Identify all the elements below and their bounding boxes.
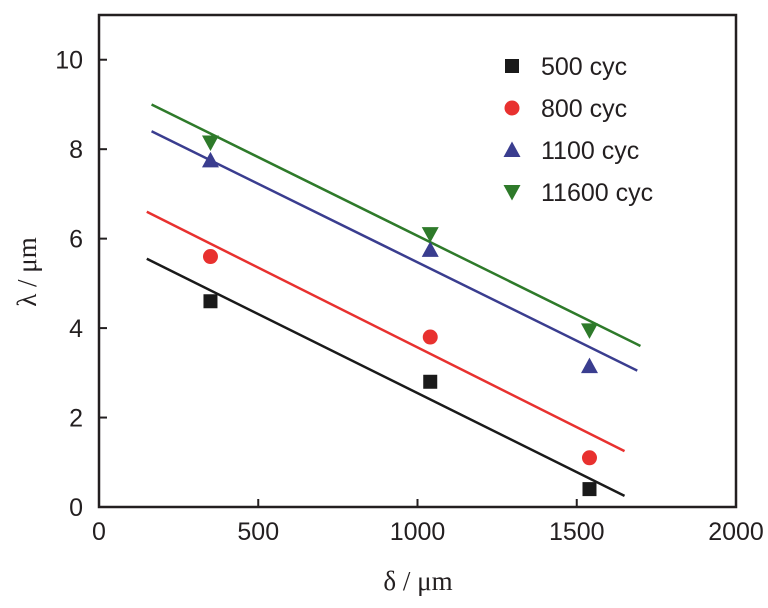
data-point-s2-1 [202, 249, 218, 265]
data-point-s2-3 [581, 450, 597, 466]
y-tick-label: 10 [55, 47, 83, 75]
x-tick-label: 1000 [390, 518, 446, 546]
y-axis-label: λ / μm [12, 237, 42, 307]
x-axis-label: δ / μm [383, 566, 452, 596]
legend: 500 cyc 800 cyc 1100 cyc 11600 cyc [503, 53, 653, 207]
y-tick-label: 4 [69, 315, 83, 343]
data-point-s4-2 [421, 227, 439, 243]
data-point-s4-1 [201, 135, 219, 151]
x-tick-label: 500 [237, 518, 279, 546]
data-points [201, 135, 598, 497]
fit-lines [146, 103, 642, 497]
y-tick-label: 2 [69, 405, 83, 433]
data-point-s2-2 [422, 329, 438, 345]
fit-line-4 [150, 103, 642, 348]
y-tick-label: 0 [69, 494, 83, 522]
legend-marker-1 [505, 59, 519, 73]
data-point-s1-3 [582, 482, 597, 497]
legend-marker-2 [504, 100, 520, 116]
fit-line-2 [146, 210, 626, 453]
data-point-s3-1 [201, 151, 219, 168]
data-point-s3-2 [421, 241, 439, 257]
fit-line-1 [146, 257, 626, 497]
data-point-s4-3 [580, 323, 598, 339]
data-point-s1-2 [423, 374, 438, 389]
legend-marker-3 [503, 141, 521, 157]
x-tick-label: 0 [92, 518, 106, 546]
axis-ticks: 0 500 1000 1500 2000 0 2 4 6 8 10 [55, 47, 764, 546]
legend-label-4: 11600 cyc [541, 179, 653, 207]
legend-marker-4 [503, 185, 521, 201]
fit-line-3 [151, 130, 638, 372]
legend-label-2: 800 cyc [541, 95, 627, 123]
legend-label-3: 1100 cyc [541, 137, 639, 165]
y-tick-label: 6 [69, 226, 83, 254]
data-point-s3-3 [580, 357, 598, 374]
y-tick-label: 8 [69, 136, 83, 164]
data-point-s1-1 [203, 294, 218, 309]
x-tick-label: 1500 [549, 518, 605, 546]
x-tick-label: 2000 [708, 518, 764, 546]
legend-label-1: 500 cyc [541, 53, 627, 81]
